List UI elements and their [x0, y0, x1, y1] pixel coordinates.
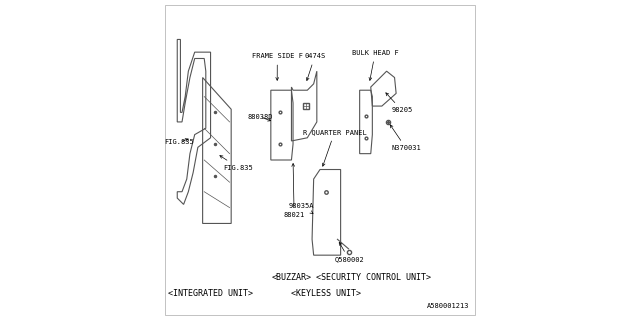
- Text: 0474S: 0474S: [304, 53, 325, 81]
- Text: <INTEGRATED UNIT>: <INTEGRATED UNIT>: [168, 289, 253, 298]
- Text: <KEYLESS UNIT>: <KEYLESS UNIT>: [291, 289, 362, 298]
- Text: 98205: 98205: [386, 93, 413, 113]
- Text: <SECURITY CONTROL UNIT>: <SECURITY CONTROL UNIT>: [316, 273, 431, 282]
- Text: 88038D: 88038D: [247, 114, 273, 121]
- Text: N370031: N370031: [390, 125, 421, 151]
- Text: 98035A: 98035A: [288, 203, 314, 213]
- Text: FRAME SIDE F: FRAME SIDE F: [252, 53, 303, 80]
- Text: 88021: 88021: [284, 164, 305, 218]
- Text: <BUZZAR>: <BUZZAR>: [271, 273, 312, 282]
- Text: R QUARTER PANEL: R QUARTER PANEL: [303, 130, 366, 166]
- Text: BULK HEAD F: BULK HEAD F: [352, 50, 399, 80]
- Text: FIG.835: FIG.835: [164, 139, 195, 145]
- Text: Q580002: Q580002: [334, 242, 364, 262]
- Text: A580001213: A580001213: [427, 303, 469, 309]
- Text: FIG.835: FIG.835: [220, 156, 253, 171]
